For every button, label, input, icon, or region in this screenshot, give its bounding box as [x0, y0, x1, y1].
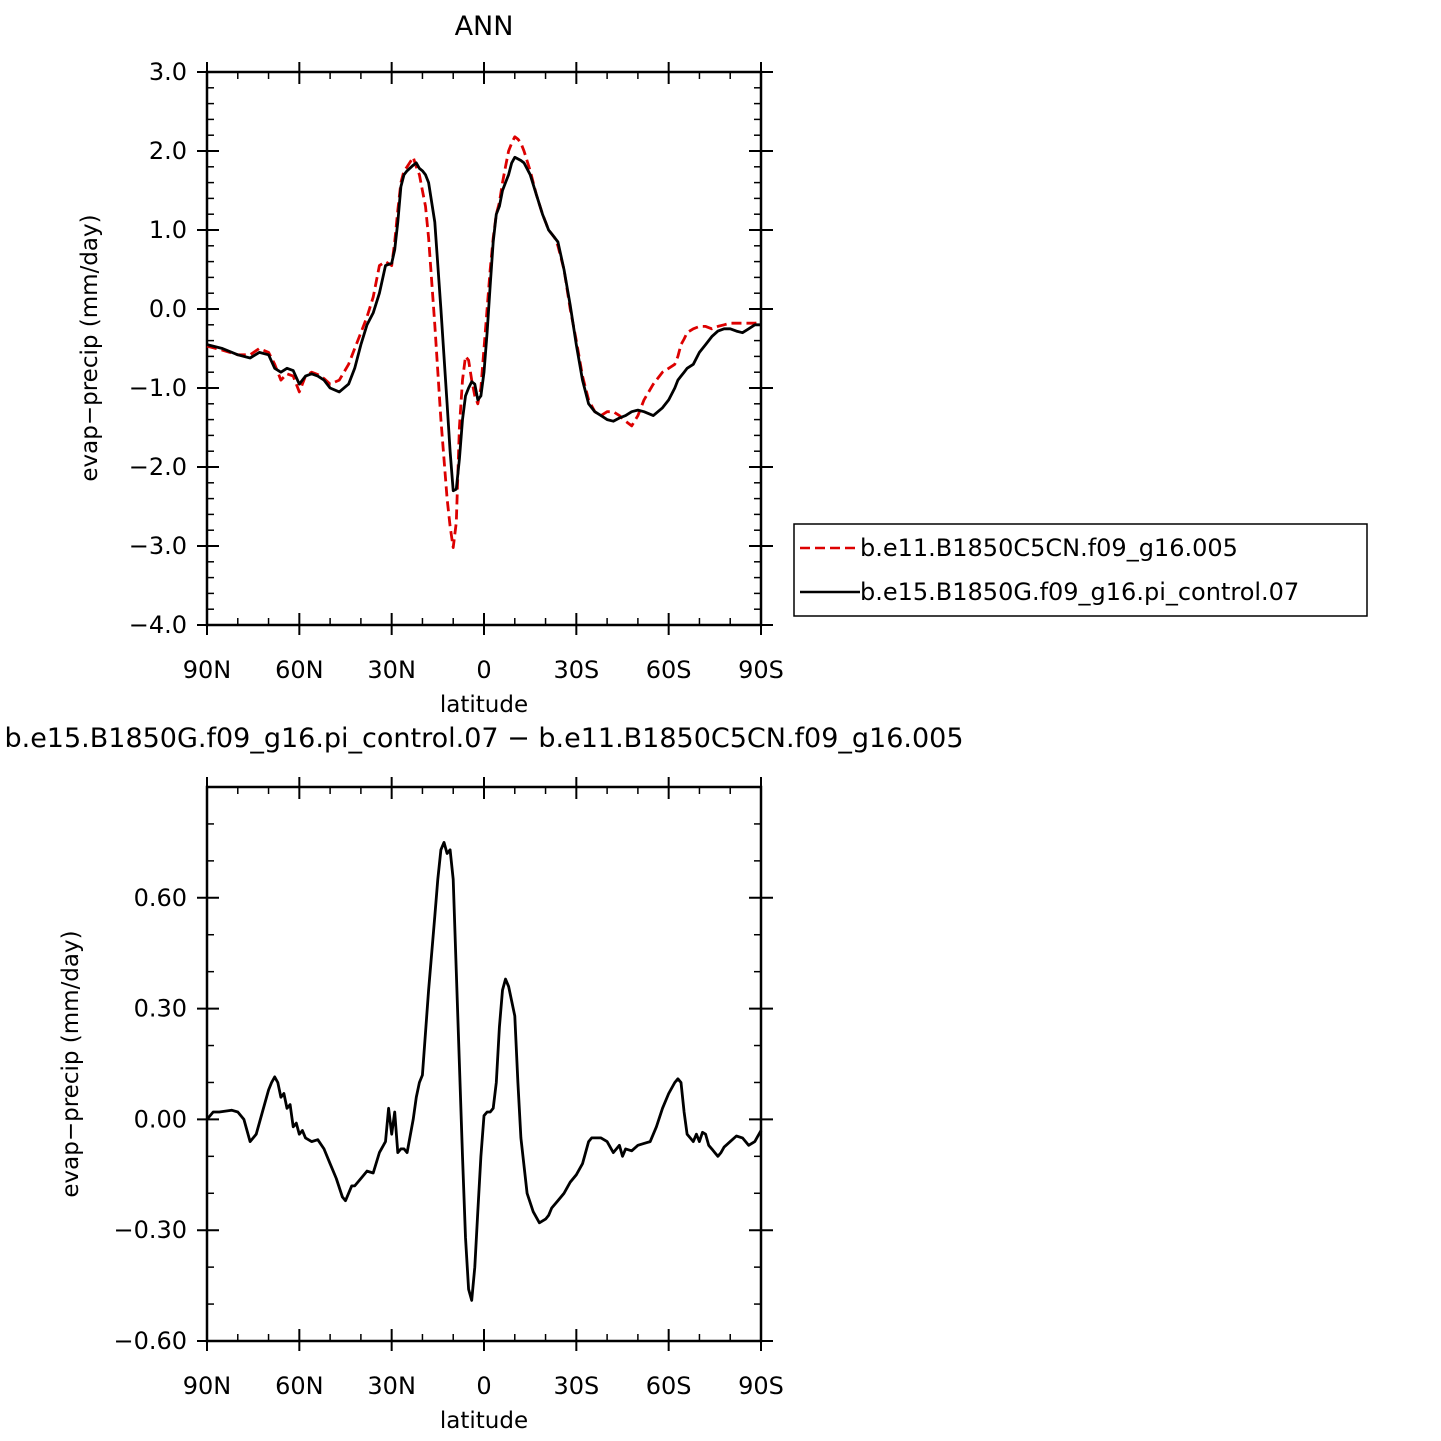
- top-y-tick-label: −3.0: [129, 532, 187, 560]
- top-plot-frame: [205, 70, 763, 627]
- top-chart-title: ANN: [455, 11, 514, 42]
- top-x-tick-label: 0: [476, 656, 491, 684]
- top-x-tick-label: 90S: [738, 656, 784, 684]
- top-x-tick-label: 30S: [553, 656, 599, 684]
- top-x-tick-label: 60N: [275, 656, 324, 684]
- legend-label-series-1: b.e11.B1850C5CN.f09_g16.005: [860, 534, 1238, 562]
- bottom-y-tick-label: −0.30: [113, 1216, 187, 1244]
- top-y-tick-label: −2.0: [129, 453, 187, 481]
- bottom-x-tick-label: 30N: [367, 1372, 416, 1400]
- top-y-tick-label: 2.0: [149, 137, 187, 165]
- bottom-x-tick-label: 30S: [553, 1372, 599, 1400]
- top-y-tick-label: −4.0: [129, 611, 187, 639]
- top-x-tick-label: 30N: [367, 656, 416, 684]
- top-chart: ANN latitude evap−precip (mm/day) 90N 60N…: [77, 11, 784, 718]
- top-chart-x-axis-label: latitude: [440, 692, 528, 718]
- top-series-line-1: [206, 135, 762, 549]
- bottom-y-tick-label: 0.30: [134, 995, 187, 1023]
- bottom-x-tick-label: 90S: [738, 1372, 784, 1400]
- bottom-chart-title: b.e15.B1850G.f09_g16.pi_control.07 − b.e…: [4, 723, 963, 754]
- top-series-line-2: [206, 155, 761, 493]
- bottom-y-tick-label: 0.60: [134, 884, 187, 912]
- legend-box: [793, 523, 1368, 617]
- bottom-series-line-1: [205, 841, 763, 1302]
- bottom-chart: b.e15.B1850G.f09_g16.pi_control.07 − b.e…: [4, 723, 963, 1434]
- top-y-tick-label: −1.0: [129, 374, 187, 402]
- top-y-tick-label: 3.0: [149, 58, 187, 86]
- bottom-y-tick-label: −0.60: [113, 1327, 187, 1355]
- bottom-x-tick-label: 60S: [646, 1372, 692, 1400]
- top-x-tick-label: 60S: [646, 656, 692, 684]
- bottom-x-tick-label: 0: [476, 1372, 491, 1400]
- legend-label-series-2: b.e15.B1850G.f09_g16.pi_control.07: [860, 578, 1299, 606]
- bottom-x-tick-label: 60N: [275, 1372, 324, 1400]
- bottom-x-tick-label: 90N: [183, 1372, 232, 1400]
- bottom-y-tick-label: 0.00: [134, 1105, 187, 1133]
- bottom-plot-frame: [205, 785, 763, 1343]
- top-y-tick-label: 1.0: [149, 216, 187, 244]
- bottom-chart-y-axis-label: evap−precip (mm/day): [58, 930, 84, 1197]
- legend: b.e11.B1850C5CN.f09_g16.005 b.e15.B1850G…: [793, 523, 1368, 617]
- top-y-tick-label: 0.0: [149, 295, 187, 323]
- top-chart-y-axis-label: evap−precip (mm/day): [77, 214, 103, 481]
- bottom-chart-x-axis-label: latitude: [440, 1408, 528, 1434]
- top-x-tick-label: 90N: [183, 656, 232, 684]
